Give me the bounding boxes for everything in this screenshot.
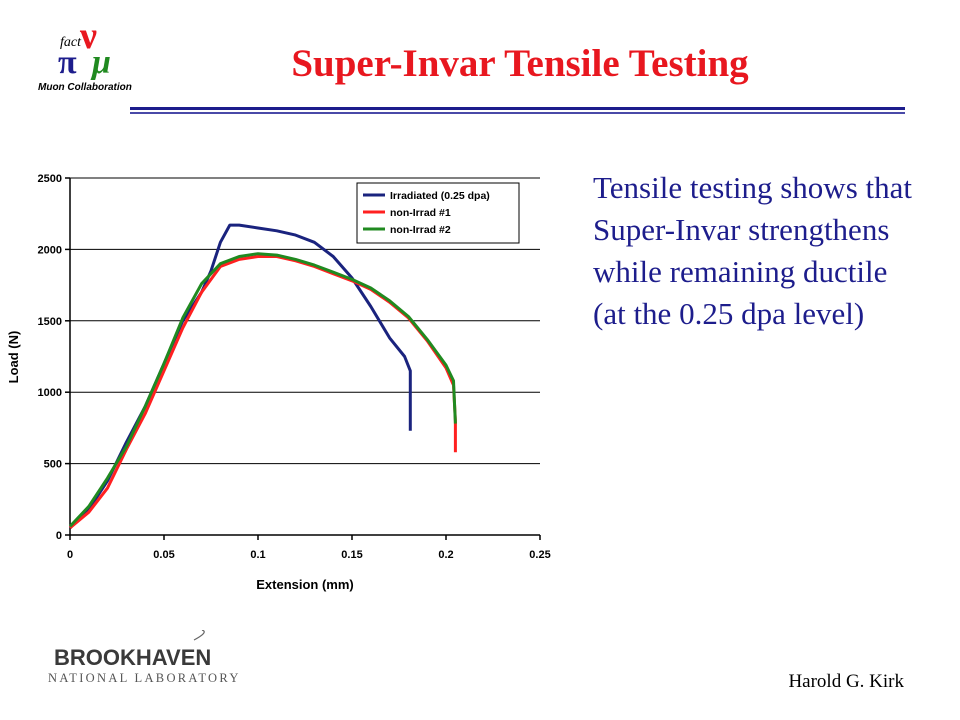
brookhaven-logo: BROOKHAVEN NATIONAL LABORATORY	[48, 630, 241, 685]
y-tick-label: 2000	[38, 244, 62, 256]
legend-label: non-Irrad #1	[390, 207, 451, 219]
legend-label: Irradiated (0.25 dpa)	[390, 190, 490, 202]
y-tick-label: 2500	[38, 173, 62, 185]
legend-label: non-Irrad #2	[390, 224, 451, 236]
bnl-subtitle: NATIONAL LABORATORY	[48, 671, 241, 685]
x-tick-label: 0.25	[529, 549, 550, 561]
y-tick-label: 1000	[38, 387, 62, 399]
logo-fact-text: fact	[60, 35, 82, 50]
title-rule-secondary	[130, 112, 905, 114]
y-tick-label: 500	[44, 459, 62, 471]
body-text: Tensile testing shows that Super-Invar s…	[593, 170, 912, 331]
series-line-1	[68, 223, 412, 529]
chart-series	[68, 223, 457, 530]
x-axis-label: Extension (mm)	[256, 577, 354, 592]
title-rule	[130, 107, 905, 110]
svg-text:μ: μ	[90, 44, 111, 81]
chart-ticks: 0 500 1000 1500 2000 2500 0 0.05 0.1 0.15 0.2 0.25	[38, 173, 551, 561]
y-tick-label: 1500	[38, 316, 62, 328]
x-tick-label: 0	[67, 549, 73, 561]
svg-text:π: π	[58, 44, 77, 81]
x-tick-label: 0.1	[250, 549, 265, 561]
slide-title: Super-Invar Tensile Testing	[291, 42, 749, 85]
series-line-3	[68, 252, 457, 528]
x-tick-label: 0.15	[341, 549, 362, 561]
svg-text:ν: ν	[79, 18, 97, 57]
x-tick-label: 0.2	[438, 549, 453, 561]
logo-caption: Muon Collaboration	[38, 82, 132, 93]
author-name: Harold G. Kirk	[788, 671, 904, 692]
y-tick-label: 0	[56, 530, 62, 542]
bnl-name: BROOKHAVEN	[54, 645, 211, 670]
muon-collaboration-logo: fact ν π μ Muon Collaboration	[38, 18, 132, 93]
chart-legend: Irradiated (0.25 dpa) non-Irrad #1 non-Irr…	[356, 182, 520, 244]
chart-axes	[69, 178, 540, 536]
chart-grid	[70, 177, 540, 465]
x-tick-label: 0.05	[153, 549, 174, 561]
y-axis-label: Load (N)	[6, 331, 21, 384]
